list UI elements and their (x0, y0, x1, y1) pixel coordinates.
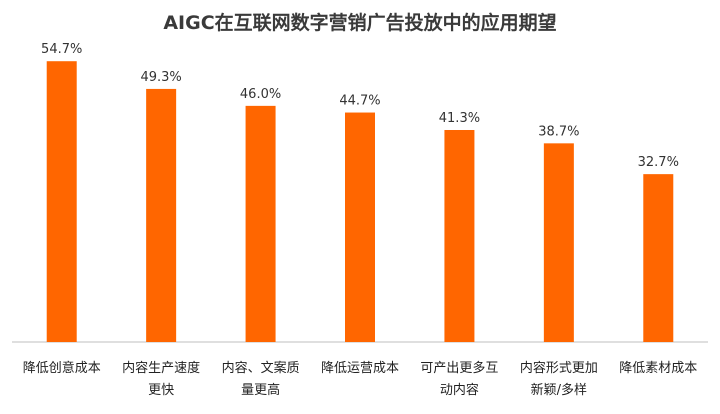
data-label-7: 32.7% (638, 155, 679, 170)
category-label-1: 降低创意成本 (23, 360, 101, 376)
data-label-5: 41.3% (439, 111, 480, 126)
bar-5 (444, 129, 475, 342)
category-label-3: 内容、文案质量更高 (222, 360, 300, 398)
bar-1 (46, 61, 77, 342)
category-label-5: 可产出更多互动内容 (420, 360, 498, 398)
chart-title: AIGC在互联网数字营销广告投放中的应用期望 (163, 12, 557, 34)
data-label-3: 46.0% (240, 87, 281, 102)
data-label-2: 49.3% (140, 70, 181, 85)
category-label-2: 内容生产速度更快 (122, 360, 200, 398)
category-label-4: 降低运营成本 (321, 361, 399, 376)
data-label-4: 44.7% (339, 94, 380, 109)
bar-6 (543, 143, 574, 342)
data-label-6: 38.7% (538, 124, 579, 139)
category-label-7: 降低素材成本 (619, 361, 697, 376)
data-label-1: 54.7% (41, 42, 82, 57)
bar-7 (643, 174, 674, 342)
bar-3 (245, 105, 276, 342)
bar-4 (345, 112, 375, 342)
bar-2 (146, 88, 177, 342)
category-label-6: 内容形式更加新颖/多样 (520, 360, 598, 398)
